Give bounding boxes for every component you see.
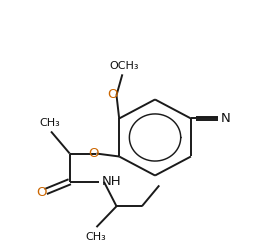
Text: O: O bbox=[107, 88, 117, 101]
Text: CH₃: CH₃ bbox=[39, 118, 60, 128]
Text: OCH₃: OCH₃ bbox=[109, 61, 139, 71]
Text: O: O bbox=[88, 147, 99, 159]
Text: N: N bbox=[220, 112, 230, 125]
Text: CH₃: CH₃ bbox=[86, 232, 106, 242]
Text: O: O bbox=[36, 186, 47, 199]
Text: NH: NH bbox=[102, 175, 122, 187]
